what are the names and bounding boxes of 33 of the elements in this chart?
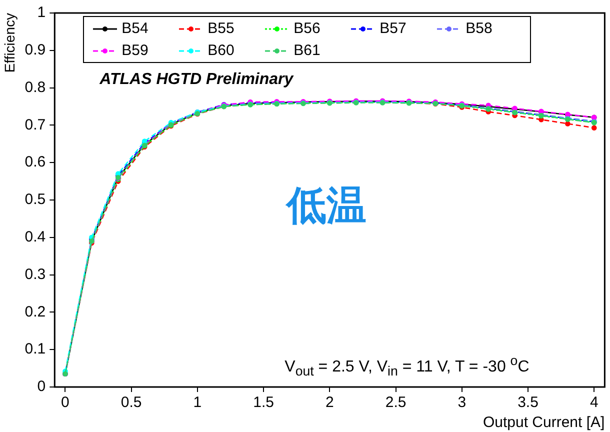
y-tick-label: 1 (37, 4, 46, 22)
legend-label: B54 (122, 20, 148, 37)
x-axis-title: Output Current [A] (482, 414, 605, 432)
x-tick-label: 4 (590, 394, 598, 412)
legend-label: B55 (208, 20, 234, 37)
y-tick-label: 0.8 (24, 78, 46, 96)
y-tick-label: 0.5 (24, 191, 46, 208)
x-tick-label: 3 (458, 394, 466, 412)
y-axis-title: Efficiency (1, 13, 18, 73)
y-tick-label: 0.1 (24, 340, 46, 358)
legend-label: B56 (294, 20, 320, 37)
x-tick-label: 2.5 (385, 394, 406, 412)
x-tick-label: 2 (326, 394, 334, 412)
x-tick-label: 0 (61, 394, 70, 412)
legend-label: B57 (380, 20, 406, 37)
annotation: V$_{out}$ = 2.5 V, V$_{in}$ = 11 V, T = -30 $^{o}$C (284, 353, 530, 379)
x-tick-label: 1 (193, 394, 202, 412)
legend-label: B61 (294, 42, 320, 59)
y-tick-label: 0.9 (24, 42, 46, 59)
x-tick-label: 3.5 (518, 394, 538, 412)
legend-label: B59 (122, 42, 148, 59)
x-tick-label: 0.5 (120, 394, 142, 412)
annotation: 低温 (286, 182, 367, 231)
y-tick-label: 0.6 (24, 154, 46, 171)
y-tick-label: 0.7 (24, 116, 46, 134)
y-tick-label: 0 (37, 378, 46, 396)
annotation: ATLAS HGTD Preliminary (100, 71, 294, 89)
x-tick-label: 1.5 (253, 394, 274, 412)
y-tick-label: 0.4 (24, 228, 46, 246)
legend-label: B60 (208, 42, 234, 59)
y-tick-label: 0.3 (24, 266, 46, 283)
legend-label: B58 (466, 20, 492, 37)
y-tick-label: 0.2 (24, 303, 46, 320)
